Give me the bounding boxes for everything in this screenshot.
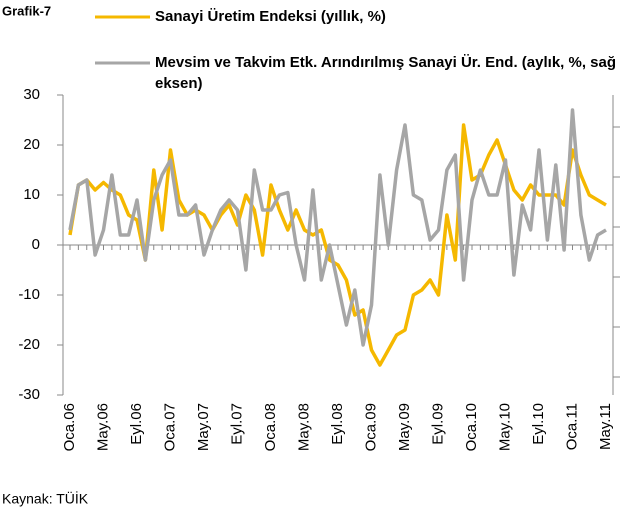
y-tick-label: 20: [23, 136, 40, 153]
x-tick-label: Oca.10: [463, 403, 480, 451]
x-tick-label: May.09: [396, 403, 413, 451]
y-tick-label: -20: [18, 336, 40, 353]
y-tick-label: -30: [18, 386, 40, 403]
x-tick-label: Eyl.09: [429, 403, 446, 445]
x-tick-label: Eyl.08: [329, 403, 346, 445]
x-tick-label: Oca.09: [362, 403, 379, 451]
y-tick-label: 10: [23, 186, 40, 203]
series-line: [68, 108, 607, 347]
x-tick-label: May.06: [94, 403, 111, 451]
y-tick-label: 30: [23, 86, 40, 103]
x-tick-label: Oca.08: [262, 403, 279, 451]
x-tick-label: Eyl.07: [228, 403, 245, 445]
chart-title: Grafik-7: [2, 3, 51, 18]
x-tick-label: May.11: [597, 403, 614, 450]
legend-entry: Sanayi Üretim Endeksi (yıllık, %): [155, 8, 386, 25]
x-tick-label: May.08: [295, 403, 312, 451]
x-tick-label: May.10: [496, 403, 513, 451]
x-tick-label: Eyl.06: [128, 403, 145, 445]
legend-entry: Mevsim ve Takvim Etk. Arındırılmış Sanay…: [155, 54, 617, 92]
series-line: [68, 123, 607, 367]
x-tick-label: Eyl.10: [530, 403, 547, 445]
x-tick-label: May.07: [195, 403, 212, 451]
x-tick-label: Oca.11: [563, 403, 580, 450]
y-tick-label: -10: [18, 286, 40, 303]
source: Kaynak: TÜİK: [2, 490, 89, 507]
x-tick-label: Oca.07: [161, 403, 178, 451]
y-tick-label: 0: [32, 236, 40, 253]
x-tick-label: Oca.06: [61, 403, 78, 451]
